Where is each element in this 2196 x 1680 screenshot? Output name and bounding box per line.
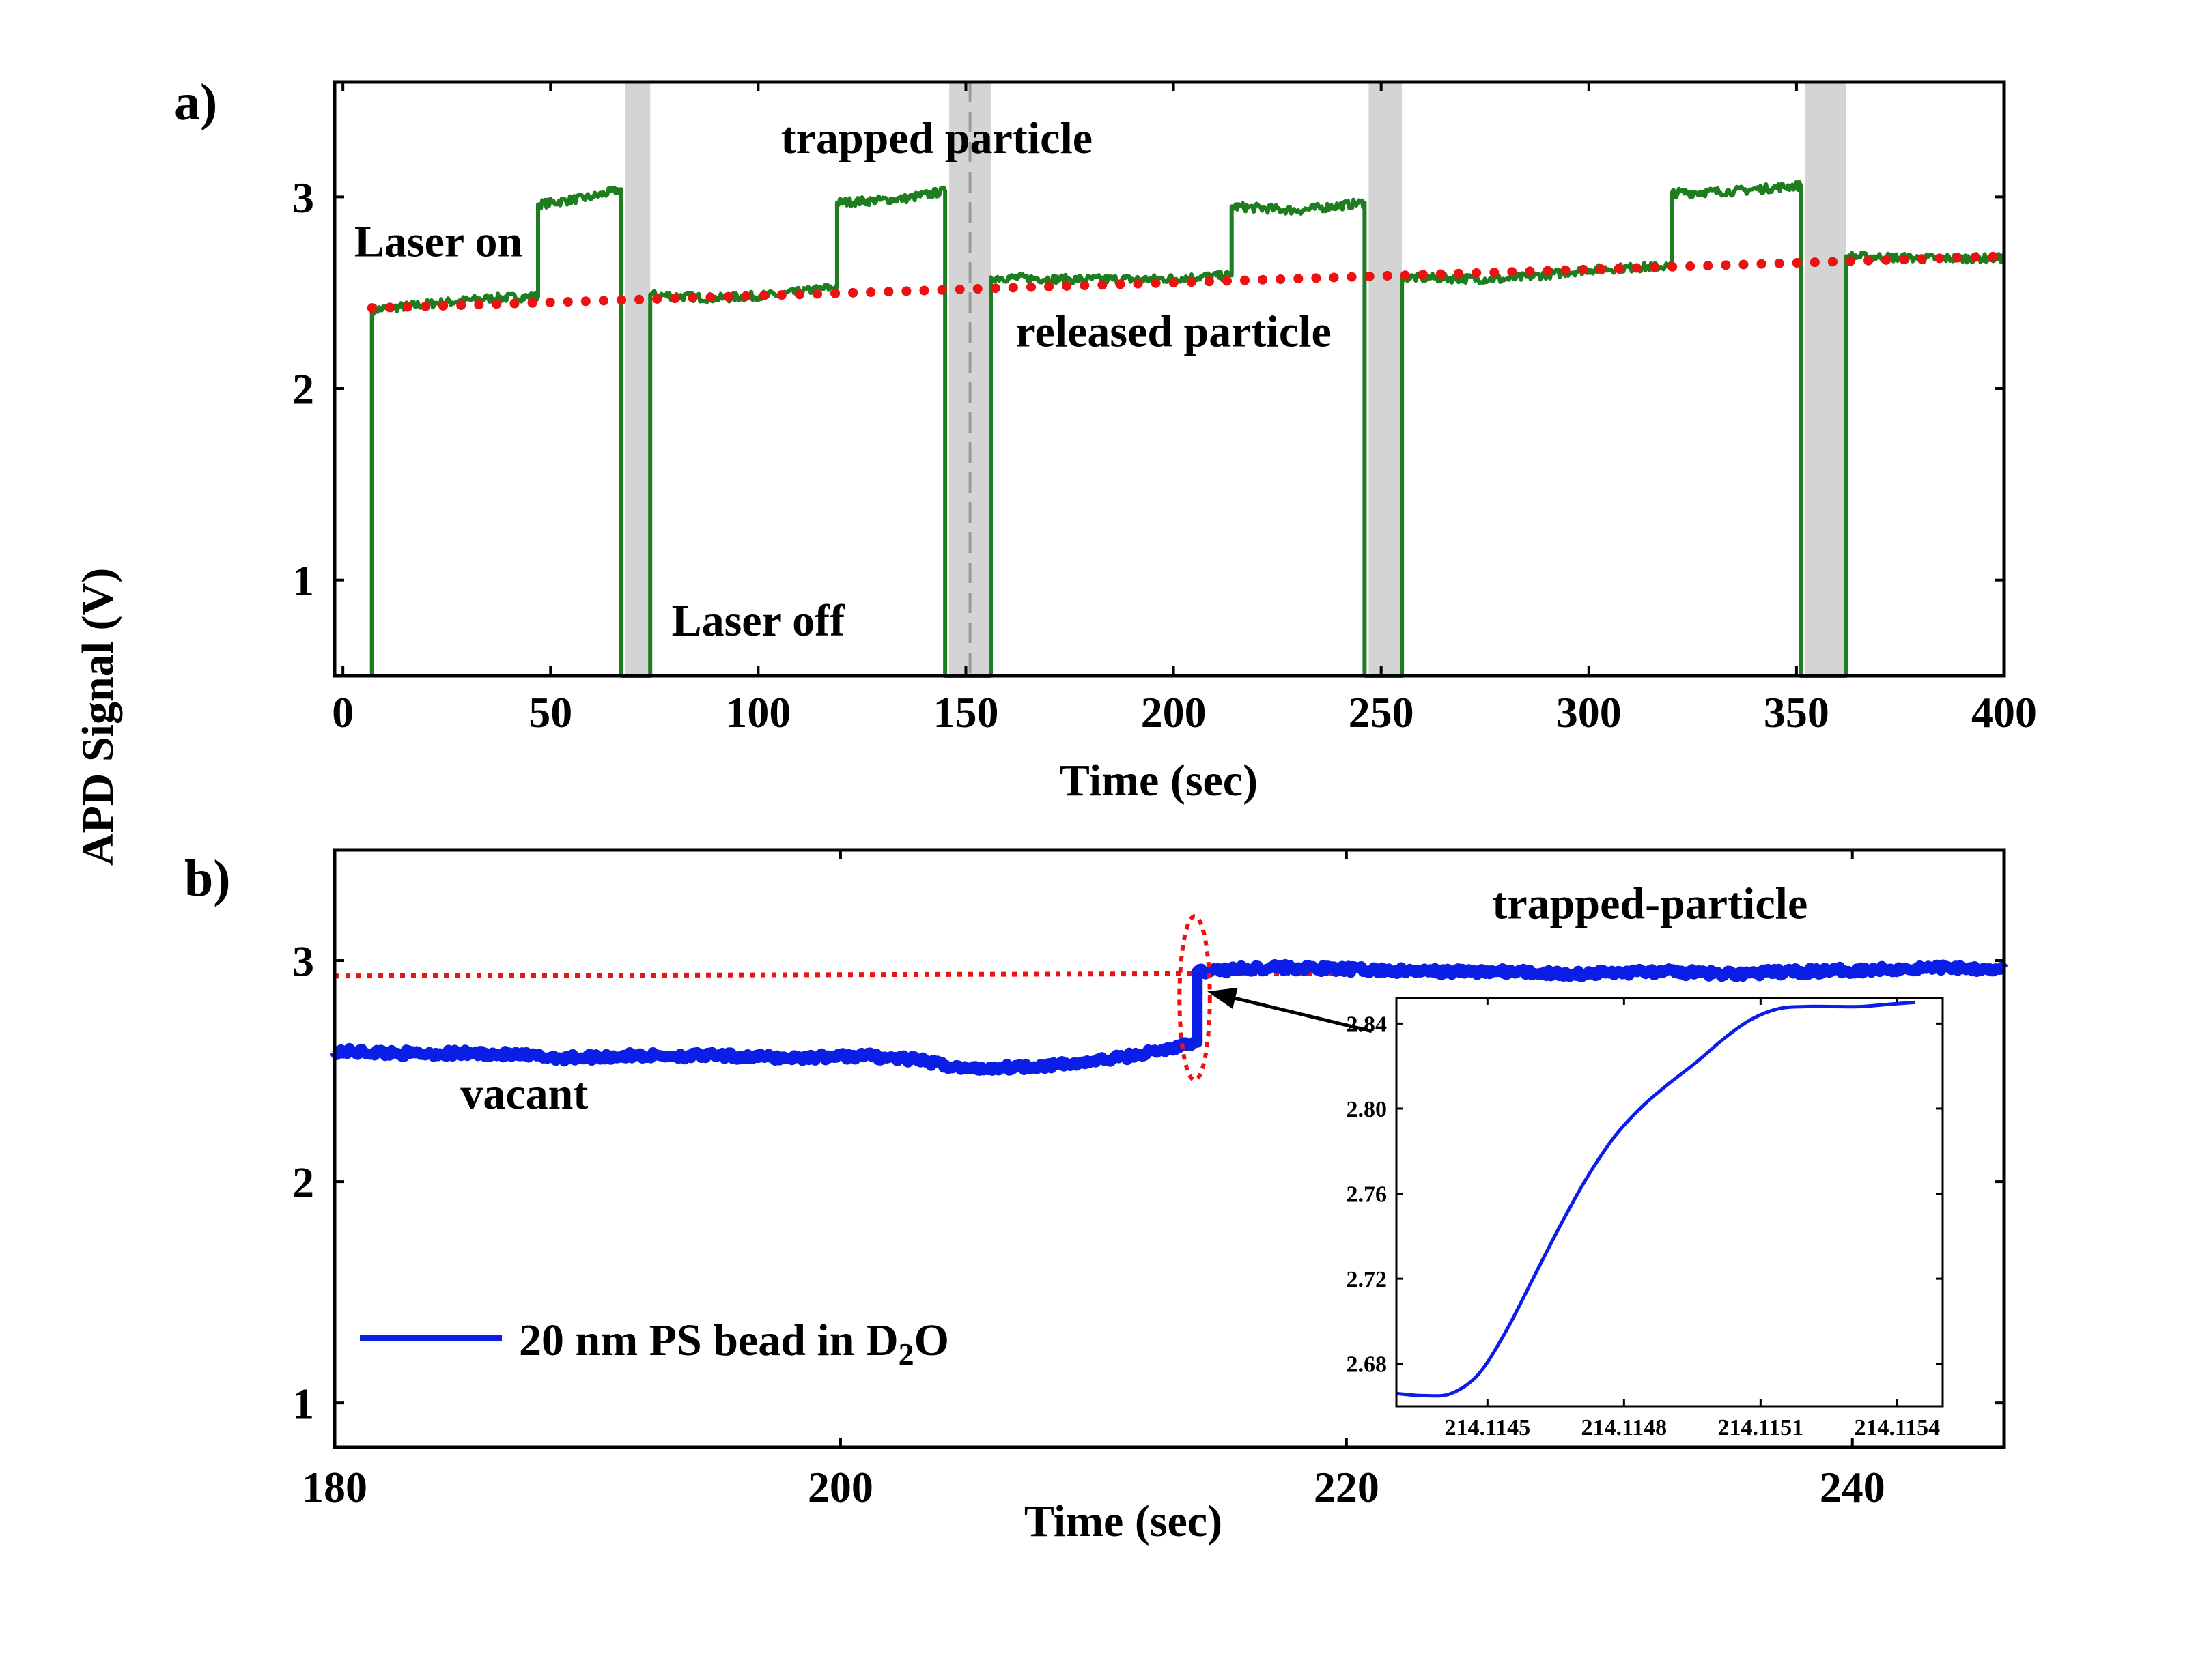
annotation-text: Laser on (354, 216, 522, 266)
x-tick-label: 50 (529, 688, 572, 737)
laser-off-band (625, 82, 651, 676)
annotation-text: trapped-particle (1492, 879, 1807, 928)
x-tick-label: 220 (1314, 1463, 1379, 1511)
panel-b-x-axis-label: Time (sec) (1024, 1496, 1222, 1546)
panel-a-baseline (367, 251, 2009, 313)
y-tick-label: 3 (292, 173, 314, 222)
inset-y-ticks: 2.68 2.72 2.76 2.80 2.84 (1347, 1012, 1943, 1378)
panel-a-y-ticks: 1 2 3 (292, 173, 2004, 605)
panel-b-y-ticks: 1 2 3 (292, 937, 2004, 1428)
x-tick-label: 350 (1764, 688, 1829, 737)
inset-x-ticks: 214.1145 214.1148 214.1151 214.1154 (1445, 998, 1941, 1440)
laser-off-bands (625, 82, 1846, 676)
y-tick-label: 2.68 (1347, 1352, 1388, 1378)
annotation-text: trapped particle (781, 113, 1093, 163)
legend: 20 nm PS bead in D2O (360, 1315, 949, 1371)
y-tick-label: 2.84 (1347, 1012, 1388, 1037)
panel-b-label: b) (184, 850, 231, 907)
pointer-arrow (1207, 987, 1372, 1034)
inset-frame (1395, 997, 1944, 1408)
y-tick-label: 1 (292, 556, 314, 605)
annotation-text: released particle (1015, 307, 1331, 356)
y-tick-label: 2 (292, 1158, 314, 1207)
x-tick-label: 214.1154 (1855, 1415, 1941, 1440)
transition-highlight-ellipse (1177, 914, 1212, 1083)
panel-b-signal-trace (330, 958, 2008, 1076)
panel-a-annotations: Laser on trapped particle released particl… (354, 113, 1332, 646)
annotation-text: Laser off (672, 596, 846, 646)
laser-off-band (1805, 82, 1846, 676)
x-tick-label: 0 (332, 688, 354, 737)
panel-a-label: a) (174, 74, 217, 131)
panel-a-plot-frame (333, 80, 2006, 678)
arrow-head (1207, 987, 1238, 1009)
x-tick-label: 214.1148 (1581, 1415, 1667, 1440)
y-tick-label: 2.80 (1347, 1097, 1388, 1122)
arrow-shaft (1235, 996, 1372, 1034)
legend-label: 20 nm PS bead in D2O (519, 1315, 949, 1371)
x-tick-label: 200 (1141, 688, 1207, 737)
x-tick-label: 240 (1820, 1463, 1885, 1511)
panel-a-x-axis-label: Time (sec) (1060, 756, 1258, 806)
y-tick-label: 2.72 (1347, 1267, 1388, 1292)
panel-b-x-ticks: 180 200 220 240 (302, 850, 1885, 1511)
x-tick-label: 250 (1349, 688, 1414, 737)
inset-plot: 2.682.722.762.802.84 214.1145 214.1148 214… (1347, 997, 1944, 1440)
x-tick-label: 300 (1556, 688, 1622, 737)
panel-a-signal-trace (369, 180, 2006, 678)
x-tick-label: 200 (808, 1463, 873, 1511)
y-tick-label: 2.76 (1347, 1182, 1388, 1207)
laser-off-band (1368, 82, 1403, 676)
x-tick-label: 150 (933, 688, 998, 737)
laser-off-band (949, 82, 991, 676)
x-tick-label: 214.1145 (1445, 1415, 1531, 1440)
y-tick-label: 1 (292, 1380, 314, 1428)
y-tick-label: 3 (292, 937, 314, 985)
x-tick-label: 100 (725, 688, 791, 737)
annotation-text: vacant (460, 1069, 588, 1119)
panel-a-x-ticks: 0 50 100 150 200 250 300 350 400 (332, 82, 2037, 737)
panel-a: a) 1 2 3 0 50 100 150 200 250 300 350 400 Laser on… (174, 74, 2037, 806)
panel-b: b) 1 2 3 180 200 220 240 vacant trapped-partic… (184, 848, 2008, 1546)
shared-y-axis-label: APD Signal (V) (73, 568, 123, 866)
y-tick-label: 2 (292, 365, 314, 413)
x-tick-label: 180 (302, 1463, 367, 1511)
inset-background (1396, 998, 1943, 1406)
x-tick-label: 214.1151 (1718, 1415, 1804, 1440)
panel-b-annotations: vacant trapped-particle (460, 879, 1807, 1119)
x-tick-label: 400 (1971, 688, 2037, 737)
panel-b-plot-frame (333, 848, 2006, 1449)
inset-signal-trace (1396, 1000, 1916, 1398)
